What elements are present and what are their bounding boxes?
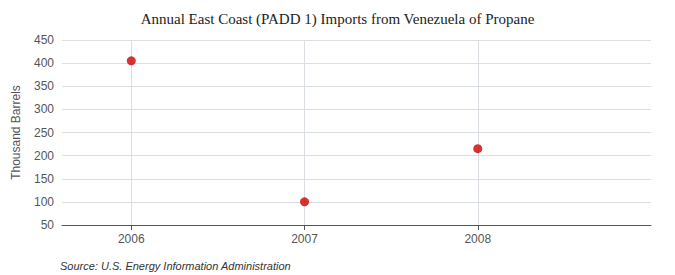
svg-text:2007: 2007	[291, 232, 318, 246]
svg-text:400: 400	[34, 56, 54, 70]
svg-text:100: 100	[34, 195, 54, 209]
svg-text:300: 300	[34, 102, 54, 116]
svg-text:Source: U.S. Energy Informatio: Source: U.S. Energy Information Administ…	[60, 260, 291, 272]
svg-text:Annual East Coast (PADD 1) Imp: Annual East Coast (PADD 1) Imports from …	[141, 11, 535, 28]
svg-text:50: 50	[41, 218, 55, 232]
svg-text:450: 450	[34, 33, 54, 47]
svg-text:150: 150	[34, 172, 54, 186]
svg-text:2008: 2008	[464, 232, 491, 246]
svg-text:Thousand Barrels: Thousand Barrels	[9, 85, 23, 180]
svg-text:2006: 2006	[118, 232, 145, 246]
svg-text:250: 250	[34, 126, 54, 140]
svg-text:200: 200	[34, 149, 54, 163]
svg-text:350: 350	[34, 79, 54, 93]
